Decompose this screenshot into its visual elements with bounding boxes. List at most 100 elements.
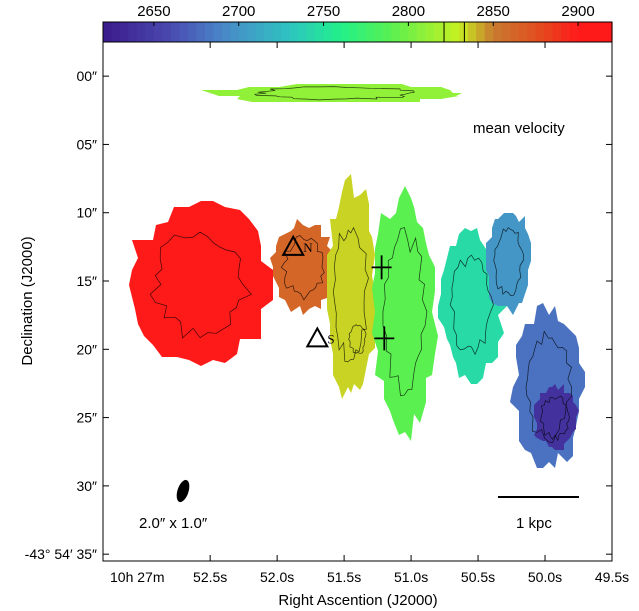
colorbar-segment	[332, 22, 342, 42]
colorbar-segment	[357, 22, 367, 42]
x-tick-label: 52.5s	[193, 569, 227, 585]
colorbar-segment	[213, 22, 223, 42]
x-tick-label: 52.0s	[260, 569, 294, 585]
x-tick-label: 49.5s	[595, 569, 629, 585]
colorbar-segment	[425, 22, 435, 42]
colorbar-tick-label: 2650	[137, 3, 170, 20]
plot-frame	[102, 41, 613, 562]
colorbar-segment	[586, 22, 596, 42]
colorbar-tick-label: 2850	[477, 3, 510, 20]
colorbar-segment	[170, 22, 180, 42]
colorbar-segment	[340, 22, 350, 42]
colorbar-segment	[136, 22, 147, 42]
beam-label: 2.0″ x 1.0″	[139, 515, 208, 532]
colorbar-segment	[315, 22, 325, 42]
marker-label: N	[303, 240, 313, 255]
colorbar-segment	[306, 22, 316, 42]
colorbar-segment	[179, 22, 189, 42]
beam-ellipse	[176, 479, 190, 503]
colorbar-segment	[544, 22, 554, 42]
colorbar-segment	[382, 22, 393, 42]
colorbar-segment	[153, 22, 163, 42]
y-tick-label: 10″	[76, 205, 97, 221]
velocity-regions	[129, 84, 585, 468]
annotations: NS	[281, 234, 395, 351]
colorbar-segment	[238, 22, 248, 42]
marker-triangle	[305, 326, 330, 348]
colorbar-segment	[323, 22, 333, 42]
colorbar-segment	[289, 22, 299, 42]
colorbar-segment	[501, 22, 511, 42]
x-axis-ticks: 10h 27m 52.5s 52.0s 51.5s 51.0s 50.5s 50.0s 49.…	[110, 42, 629, 585]
colorbar-segment	[204, 22, 214, 42]
region-blue-west-edge	[486, 213, 531, 315]
marker-label: S	[327, 331, 334, 346]
contour-blue-west-edge	[493, 227, 524, 296]
colorbar-tick-label: 2700	[222, 3, 255, 20]
region-red-east-lobe	[129, 201, 273, 366]
colorbar-segment	[399, 22, 409, 42]
contour-northern-arc	[253, 86, 415, 101]
colorbar-segment	[433, 22, 443, 42]
colorbar-tick-label: 2900	[561, 3, 594, 20]
colorbar-segment	[196, 22, 206, 42]
colorbar-segment	[247, 22, 257, 42]
colorbar-segment	[119, 22, 130, 42]
colorbar-segment	[111, 22, 121, 42]
y-tick-label: 15″	[76, 273, 97, 289]
plot-area: NS 10h 27m 52.5s 52.0s 51.5s 51.0s 50.5s 50.0s…	[25, 41, 629, 585]
panel-label: mean velocity	[473, 120, 565, 137]
contour-purple-sw-core	[539, 395, 570, 442]
colorbar-segment	[476, 22, 486, 42]
colorbar-segment	[391, 22, 401, 42]
colorbar-segment	[510, 22, 520, 42]
region-brown-ridge-n	[270, 219, 336, 315]
colorbar-segment	[103, 22, 113, 42]
colorbar-segment	[230, 22, 240, 42]
colorbar-segment	[561, 22, 571, 42]
x-tick-label: 50.5s	[461, 569, 495, 585]
colorbar-segment	[298, 22, 308, 42]
velocity-contours	[149, 86, 572, 444]
colorbar-segment	[442, 22, 452, 42]
colorbar-segment	[162, 22, 172, 42]
colorbar-tick-label: 2750	[307, 3, 340, 20]
contour-cyan-west	[449, 254, 494, 356]
contour-yellow-band	[332, 226, 369, 363]
colorbar-segment	[264, 22, 274, 42]
colorbar-segment	[569, 22, 579, 42]
colorbar-segment	[552, 22, 562, 42]
x-tick-prefix: 10h 27m	[110, 569, 164, 585]
y-tick-label: 05″	[76, 136, 97, 152]
colorbar-segment	[128, 22, 138, 42]
colorbar-segment	[493, 22, 503, 42]
region-yellow-band	[327, 174, 378, 399]
colorbar-segment	[365, 22, 376, 42]
x-tick-label: 51.5s	[327, 569, 361, 585]
colorbar-segment	[349, 22, 359, 42]
colorbar-segment	[518, 22, 528, 42]
x-tick-label: 50.0s	[528, 569, 562, 585]
colorbar-ticks: 2650 2700 2750 2800 2850 2900	[137, 3, 595, 26]
colorbar-segment	[467, 22, 477, 42]
x-tick-label: 51.0s	[394, 569, 428, 585]
y-tick-label: -43° 54′ 35″	[25, 546, 97, 562]
colorbar-segment	[603, 22, 613, 42]
colorbar-segment	[450, 22, 460, 42]
colorbar-segment	[484, 22, 494, 42]
colorbar-segment	[281, 22, 291, 42]
y-axis-ticks: 00″ 05″ 10″ 15″ 20″ 25″ 30″ -43° 54′ 35″	[25, 68, 612, 562]
colorbar-segment	[527, 22, 537, 42]
y-tick-label: 00″	[76, 68, 97, 84]
x-axis-label: Right Ascention (J2000)	[278, 592, 437, 609]
y-tick-label: 30″	[76, 478, 97, 494]
colorbar-segment	[416, 22, 426, 42]
y-tick-label: 20″	[76, 341, 97, 357]
marker-triangle	[281, 234, 305, 256]
scale-bar-label: 1 kpc	[516, 515, 552, 532]
colorbar-segment	[145, 22, 155, 42]
colorbar-segment	[459, 22, 469, 42]
contour-red-east-lobe	[149, 231, 252, 339]
colorbar-segment	[578, 22, 588, 42]
